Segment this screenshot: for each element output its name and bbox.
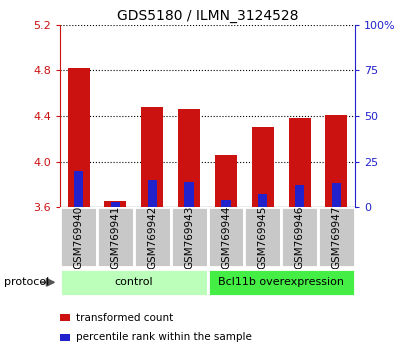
Text: GSM769947: GSM769947 bbox=[332, 205, 342, 269]
Text: GSM769942: GSM769942 bbox=[147, 205, 157, 269]
Bar bbox=[74, 171, 83, 207]
Bar bbox=[208, 207, 244, 267]
Bar bbox=[332, 183, 341, 207]
Text: GSM769941: GSM769941 bbox=[110, 205, 120, 269]
Bar bbox=[244, 207, 281, 267]
Text: GSM769945: GSM769945 bbox=[258, 205, 268, 269]
Bar bbox=[60, 207, 97, 267]
Text: GDS5180 / ILMN_3124528: GDS5180 / ILMN_3124528 bbox=[117, 9, 298, 23]
Bar bbox=[208, 269, 355, 296]
Bar bbox=[60, 314, 71, 321]
Bar bbox=[141, 107, 163, 207]
Text: GSM769943: GSM769943 bbox=[184, 205, 194, 269]
Text: transformed count: transformed count bbox=[76, 313, 173, 323]
Bar bbox=[134, 207, 171, 267]
Bar bbox=[258, 194, 267, 207]
Text: GSM769946: GSM769946 bbox=[295, 205, 305, 269]
Bar bbox=[178, 109, 200, 207]
Bar bbox=[318, 207, 355, 267]
Text: control: control bbox=[115, 277, 153, 287]
Bar bbox=[148, 180, 157, 207]
Bar bbox=[325, 115, 347, 207]
Text: protocol: protocol bbox=[4, 277, 49, 287]
Bar bbox=[105, 201, 127, 207]
Bar bbox=[185, 182, 194, 207]
Bar bbox=[221, 200, 230, 207]
Text: GSM769940: GSM769940 bbox=[73, 206, 83, 269]
Bar bbox=[97, 207, 134, 267]
Bar bbox=[60, 334, 71, 341]
Bar bbox=[295, 185, 304, 207]
Bar bbox=[171, 207, 208, 267]
Bar bbox=[68, 68, 90, 207]
Bar bbox=[111, 202, 120, 207]
Bar bbox=[281, 207, 318, 267]
Text: Bcl11b overexpression: Bcl11b overexpression bbox=[218, 277, 344, 287]
Text: percentile rank within the sample: percentile rank within the sample bbox=[76, 332, 252, 342]
Bar bbox=[288, 118, 310, 207]
Bar bbox=[60, 269, 208, 296]
Text: GSM769944: GSM769944 bbox=[221, 205, 231, 269]
Bar bbox=[215, 155, 237, 207]
Bar bbox=[251, 127, 274, 207]
